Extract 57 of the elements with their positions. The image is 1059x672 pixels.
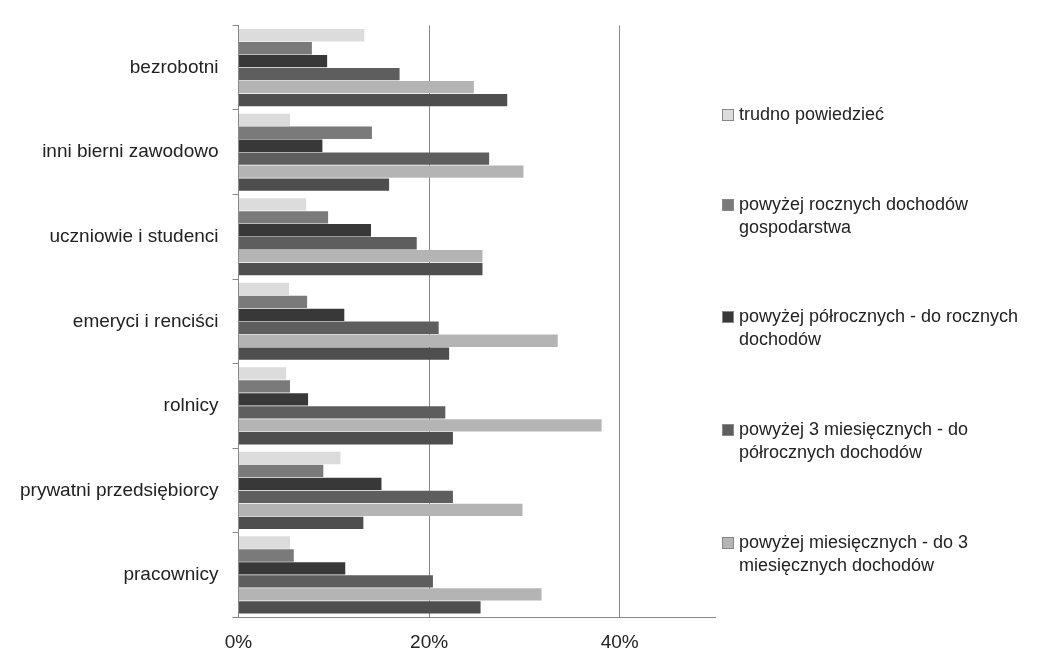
bar	[239, 42, 312, 55]
bar	[239, 347, 450, 360]
bar	[239, 80, 474, 94]
bar	[239, 393, 309, 406]
bar	[239, 68, 400, 81]
bar	[239, 211, 329, 224]
bar	[239, 178, 390, 191]
bar	[239, 198, 307, 211]
legend-label: trudno powiedzieć	[739, 103, 885, 127]
bar	[239, 406, 446, 419]
bar	[239, 165, 524, 178]
bar	[239, 139, 323, 152]
legend-label: powyżej półrocznych - do rocznych dochodów	[739, 305, 1020, 352]
bar	[239, 29, 365, 42]
y-tick-label: prywatni przedsiębiorcy	[19, 478, 220, 500]
bar	[239, 295, 308, 309]
y-tick-label: emeryci i renciści	[72, 309, 219, 331]
bar	[239, 55, 328, 68]
bar	[239, 224, 371, 237]
legend-label: powyżej rocznych dochodów gospodarstwa	[739, 192, 970, 239]
bar	[239, 503, 523, 516]
bar	[239, 334, 558, 347]
bar	[239, 477, 382, 491]
bar	[239, 237, 417, 250]
bar	[239, 152, 490, 165]
bar	[239, 516, 364, 529]
y-tick-label: uczniowie i studenci	[49, 224, 219, 246]
x-tick-label: 20%	[410, 630, 449, 652]
bar	[239, 250, 483, 263]
bar	[239, 263, 483, 276]
bar	[239, 93, 508, 107]
bar	[239, 113, 290, 126]
bar	[239, 432, 453, 445]
bar	[239, 536, 290, 549]
legend-label: powyżej 3 miesięcznych - do półrocznych dochodów	[739, 418, 970, 465]
x-tick-label: 0%	[224, 630, 253, 652]
bar	[239, 549, 294, 562]
bar	[239, 126, 372, 139]
legend-label: powyżej miesięcznych - do 3 miesięcznych dochodów	[739, 530, 970, 577]
bar	[239, 562, 346, 575]
bar	[239, 464, 324, 478]
y-tick-label: inni bierni zawodowo	[42, 140, 219, 162]
bar	[239, 601, 481, 614]
x-tick-label: 40%	[600, 630, 639, 652]
bar	[239, 588, 542, 601]
y-tick-label: pracownicy	[123, 563, 220, 585]
bar	[239, 451, 341, 465]
y-tick-label: bezrobotni	[129, 55, 219, 77]
bar	[239, 575, 433, 588]
bar	[239, 380, 290, 393]
y-tick-label: rolnicy	[163, 394, 220, 416]
bar	[239, 367, 287, 380]
bar	[239, 419, 602, 432]
bar	[239, 282, 290, 296]
bar	[239, 308, 345, 321]
bar	[239, 321, 439, 334]
bar	[239, 490, 453, 504]
